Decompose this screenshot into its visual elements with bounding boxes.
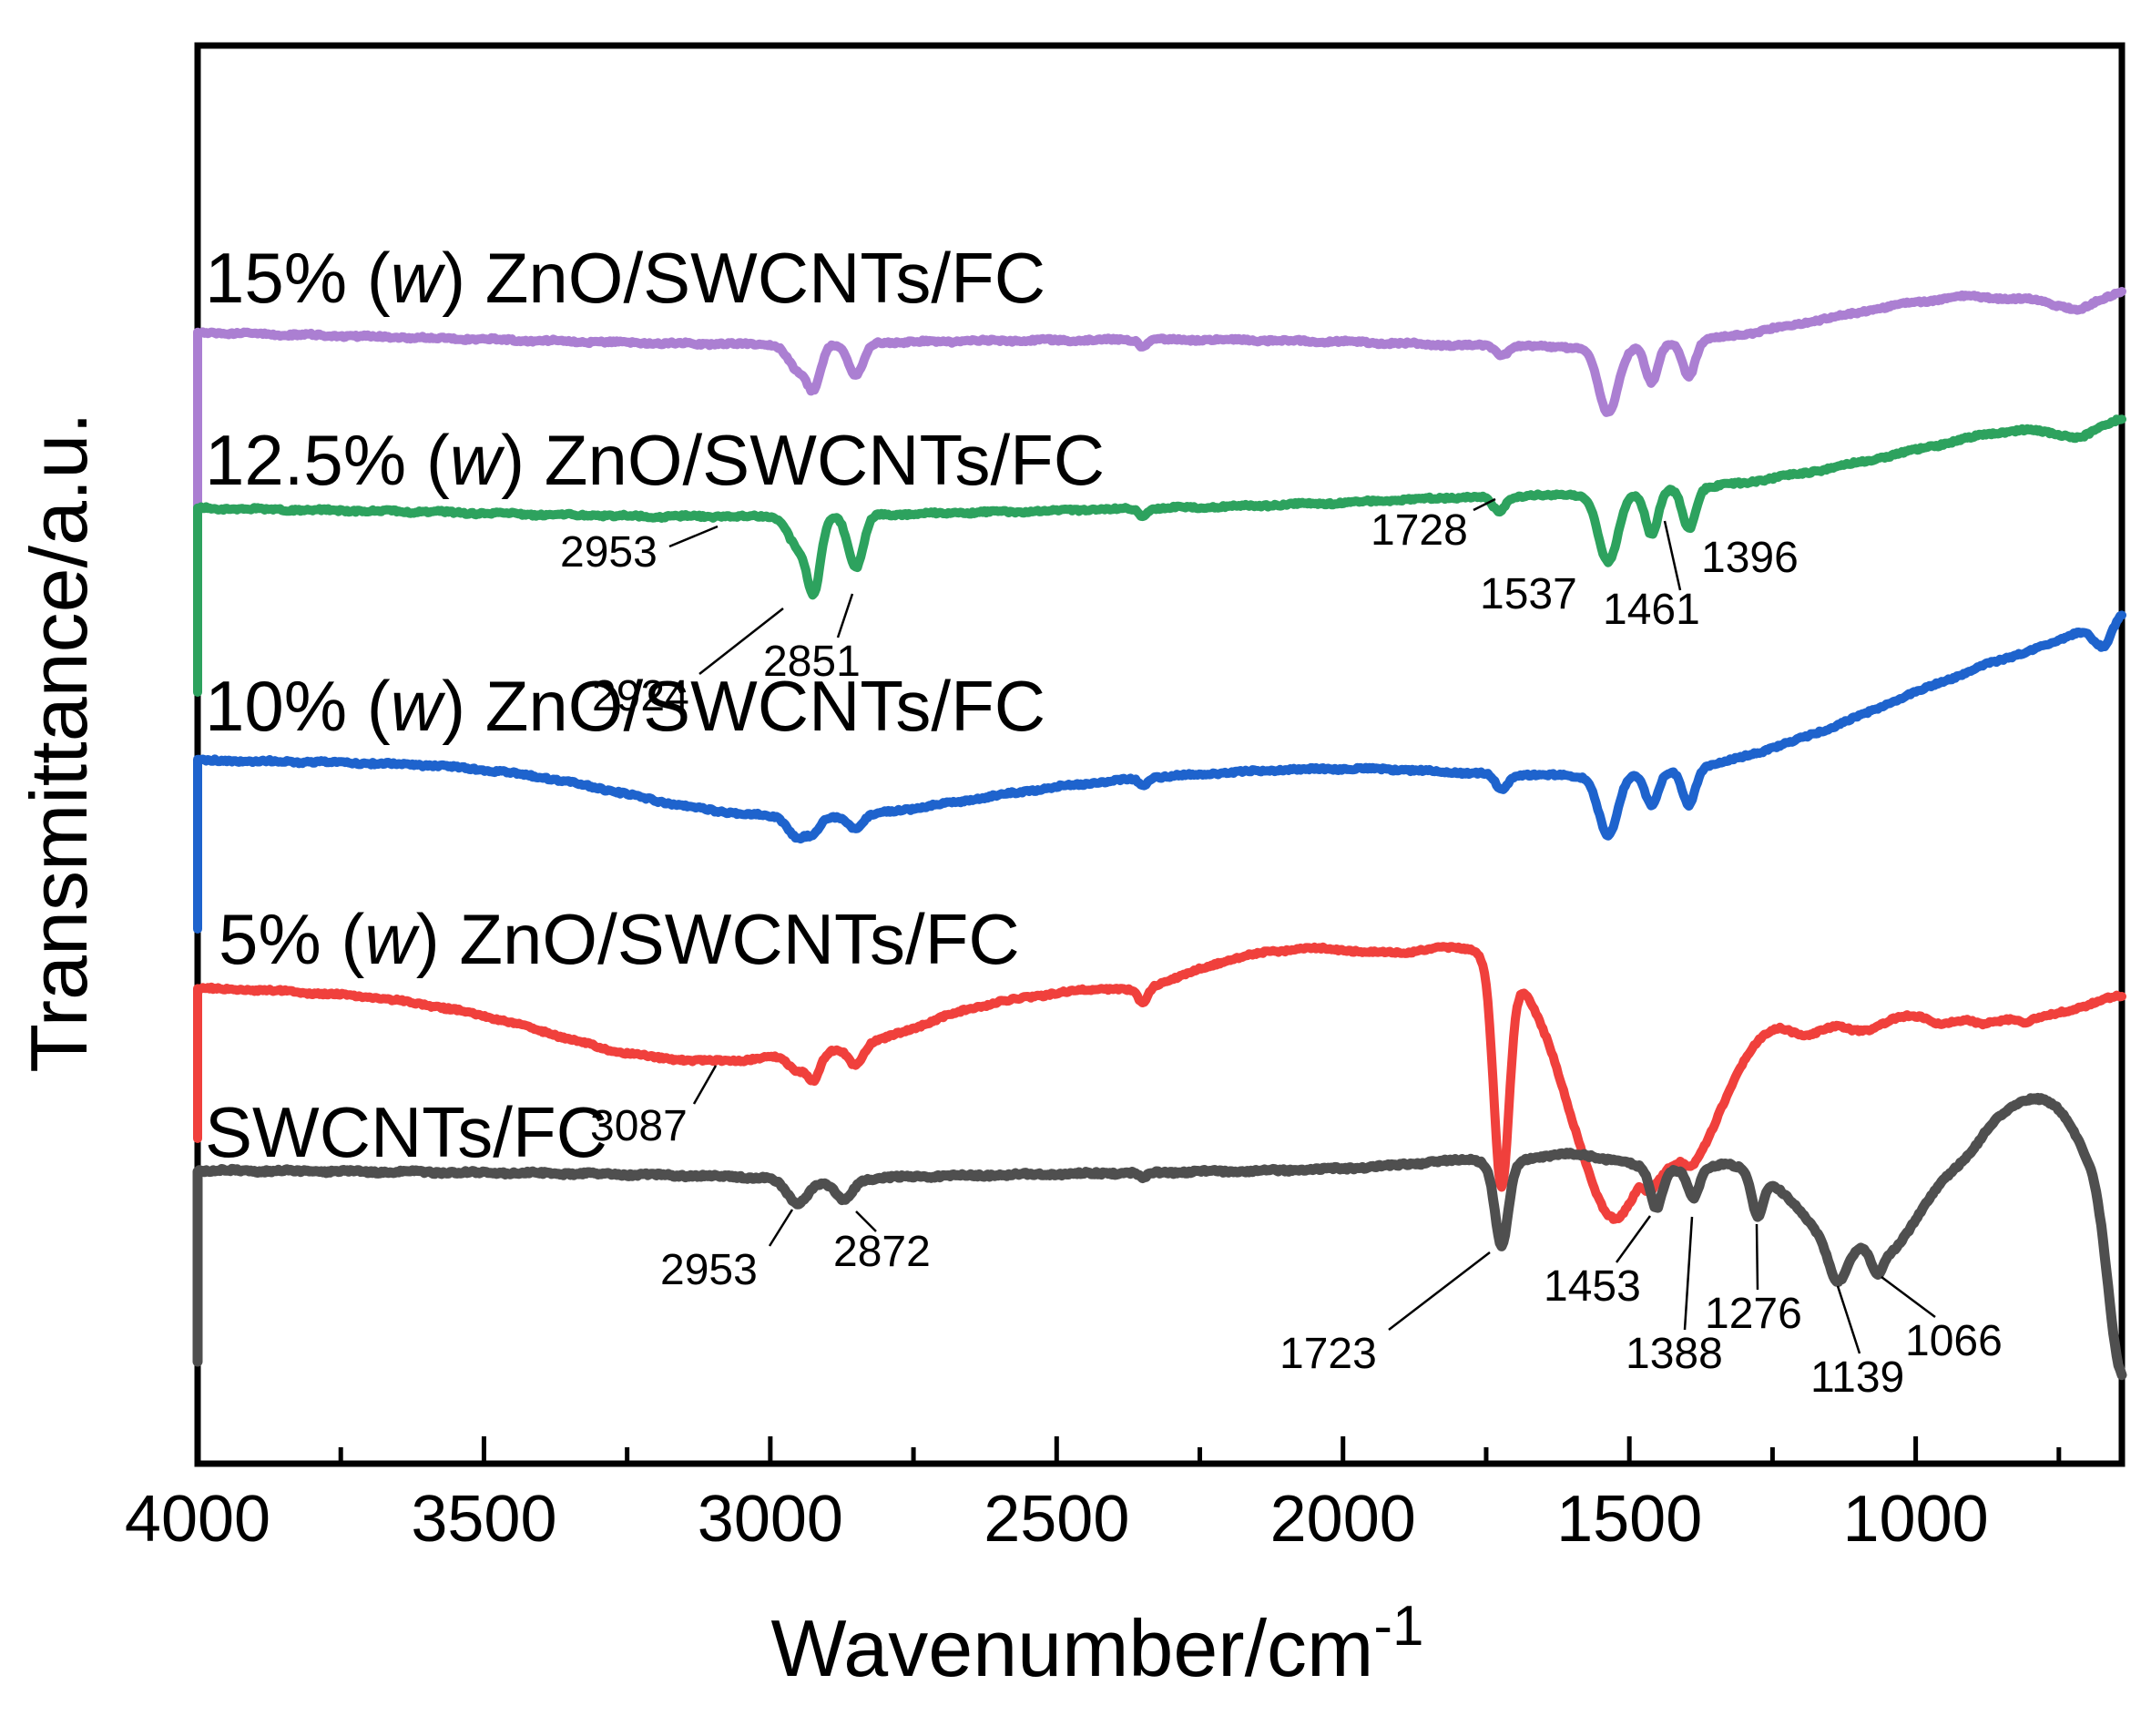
annotation-text-1728-3: 1728 (1371, 506, 1468, 555)
annotation-text-2924-1: 2924 (592, 672, 689, 720)
x-axis-ticks (195, 1436, 2062, 1464)
annotation-text-1396-6: 1396 (1701, 534, 1799, 582)
annotation-leader-2924-1 (698, 608, 784, 675)
tick-label-3000: 3000 (698, 1483, 843, 1556)
tick-label-1500: 1500 (1556, 1483, 1702, 1556)
tick-label-2000: 2000 (1270, 1483, 1416, 1556)
annotation-text-1537-4: 1537 (1480, 570, 1577, 618)
x-axis-tick-labels: 4000 3500 3000 2500 2000 1500 1000 (125, 1483, 1989, 1556)
tick-label-3500: 3500 (411, 1483, 556, 1556)
y-axis-title: Transmittance/a.u. (14, 412, 104, 1072)
annotation-text-2953-8: 2953 (660, 1246, 758, 1294)
annotation-text-1461-5: 1461 (1603, 586, 1700, 634)
series-path-zno15 (193, 287, 2126, 515)
series-label-zno125: 12.5% (w) ZnO/SWCNTs/FC (205, 420, 1105, 500)
plot-frame (194, 42, 2126, 1467)
annotation-text-1066-15: 1066 (1905, 1317, 2003, 1365)
annotation-leader-2953-8 (768, 1209, 794, 1247)
series-label-swcnts: SWCNTs/FC (205, 1092, 607, 1172)
series-path-zno5 (193, 942, 2126, 1224)
annotation-text-2953-0: 2953 (560, 528, 658, 577)
annotation-leader-1728-3 (1473, 497, 1496, 512)
series-path-swcnts (192, 1092, 2127, 1381)
annotation-text-1276-13: 1276 (1705, 1290, 1802, 1338)
series-label-zno15: 15% (w) ZnO/SWCNTs/FC (205, 238, 1045, 318)
annotation-text-3087-7: 3087 (590, 1102, 688, 1150)
annotation-leader-1066-15 (1881, 1275, 1936, 1319)
tick-label-4000: 4000 (125, 1483, 270, 1556)
series-path-zno125 (193, 414, 2126, 697)
annotation-leader-1461-5 (1663, 520, 1682, 591)
annotation-leader-1139-14 (1836, 1285, 1861, 1354)
annotation-leader-3087-7 (692, 1065, 718, 1105)
annotation-leader-1723-10 (1388, 1251, 1491, 1331)
annotation-text-2851-2: 2851 (763, 638, 861, 686)
series-label-zno10: 10% (w) ZnO/SWCNTs/FC (205, 666, 1045, 746)
series-path-zno10 (193, 610, 2126, 934)
x-axis-title: Wavenumber/cm-1 (771, 1595, 1424, 1693)
series-label-zno5: 5% (w) ZnO/SWCNTs/FC (219, 899, 1020, 979)
series-labels: 15% (w) ZnO/SWCNTs/FC 12.5% (w) ZnO/SWCNT… (205, 238, 1105, 1172)
spectra-curves (192, 287, 2127, 1381)
annotation-text-1388-12: 1388 (1626, 1330, 1723, 1378)
annotation-leader-2953-0 (668, 525, 719, 548)
annotation-text-1723-10: 1723 (1279, 1330, 1377, 1378)
tick-label-1000: 1000 (1843, 1483, 1989, 1556)
annotation-text-2872-9: 2872 (833, 1228, 931, 1276)
annotation-leader-1276-13 (1755, 1223, 1759, 1291)
annotation-text-1139-14: 1139 (1810, 1353, 1904, 1402)
annotation-leader-2872-9 (855, 1210, 877, 1232)
annotation-text-1453-11: 1453 (1544, 1262, 1641, 1311)
annotation-leader-2851-2 (836, 593, 854, 638)
annotation-leader-1388-12 (1683, 1216, 1694, 1331)
annotation-leader-1453-11 (1615, 1215, 1652, 1263)
tick-label-2500: 2500 (984, 1483, 1129, 1556)
